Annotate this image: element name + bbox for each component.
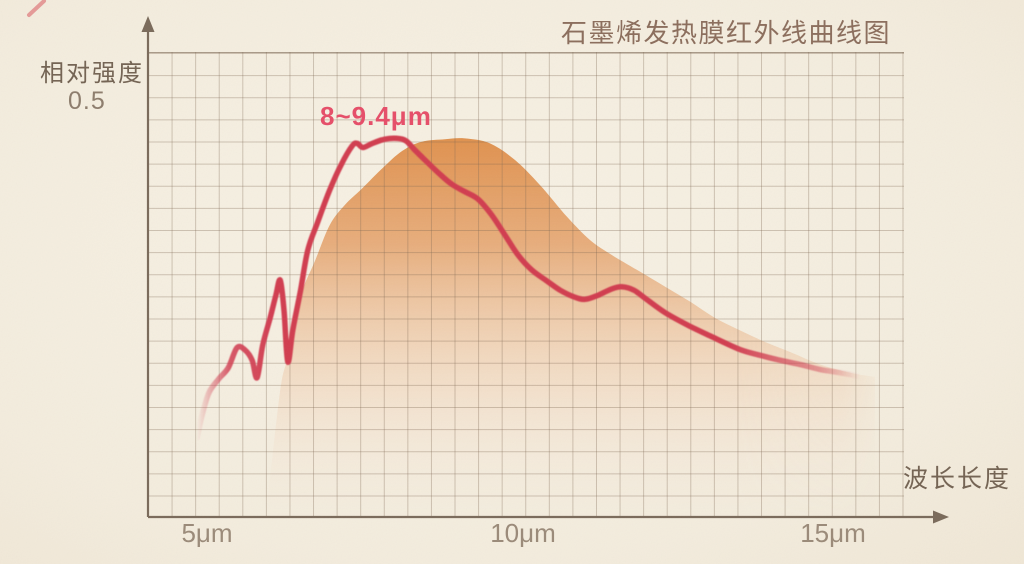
- peak-range-annotation: 8~9.4μm: [320, 101, 432, 131]
- y-axis-arrow: [141, 16, 155, 32]
- plot-grid: [148, 52, 904, 517]
- x-axis-arrow: [933, 510, 949, 524]
- x-tick-5um: 5μm: [181, 518, 233, 548]
- chart-title: 石墨烯发热膜红外线曲线图: [561, 18, 892, 48]
- y-axis-label: 相对强度: [40, 60, 144, 87]
- x-axis-label: 波长长度: [903, 465, 1012, 493]
- x-tick-15um: 15μm: [800, 518, 866, 548]
- corner-mark: [27, 0, 46, 17]
- y-axis-tick-value: 0.5: [68, 87, 106, 115]
- x-tick-10um: 10μm: [490, 518, 556, 548]
